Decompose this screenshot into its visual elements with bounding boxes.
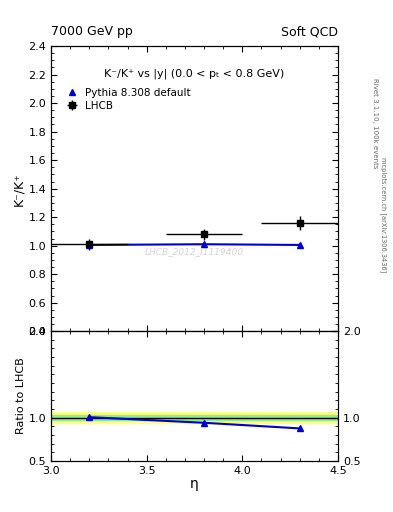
Pythia 8.308 default — [202, 241, 206, 247]
Legend: Pythia 8.308 default, LHCB: Pythia 8.308 default, LHCB — [62, 86, 193, 113]
Line: Pythia 8.308 default: Pythia 8.308 default — [86, 241, 303, 248]
Y-axis label: K⁻/K⁺: K⁻/K⁺ — [13, 172, 26, 205]
Text: K⁻/K⁺ vs |y| (0.0 < pₜ < 0.8 GeV): K⁻/K⁺ vs |y| (0.0 < pₜ < 0.8 GeV) — [105, 69, 285, 79]
Y-axis label: Ratio to LHCB: Ratio to LHCB — [16, 357, 26, 434]
X-axis label: η: η — [190, 477, 199, 491]
Text: Rivet 3.1.10, 100k events: Rivet 3.1.10, 100k events — [372, 78, 378, 168]
Pythia 8.308 default — [298, 242, 302, 248]
Pythia 8.308 default — [87, 242, 92, 248]
Text: mcplots.cern.ch [arXiv:1306.3436]: mcplots.cern.ch [arXiv:1306.3436] — [380, 157, 387, 273]
Text: 7000 GeV pp: 7000 GeV pp — [51, 26, 133, 38]
Text: Soft QCD: Soft QCD — [281, 26, 338, 38]
Text: LHCB_2012_I1119400: LHCB_2012_I1119400 — [145, 247, 244, 256]
